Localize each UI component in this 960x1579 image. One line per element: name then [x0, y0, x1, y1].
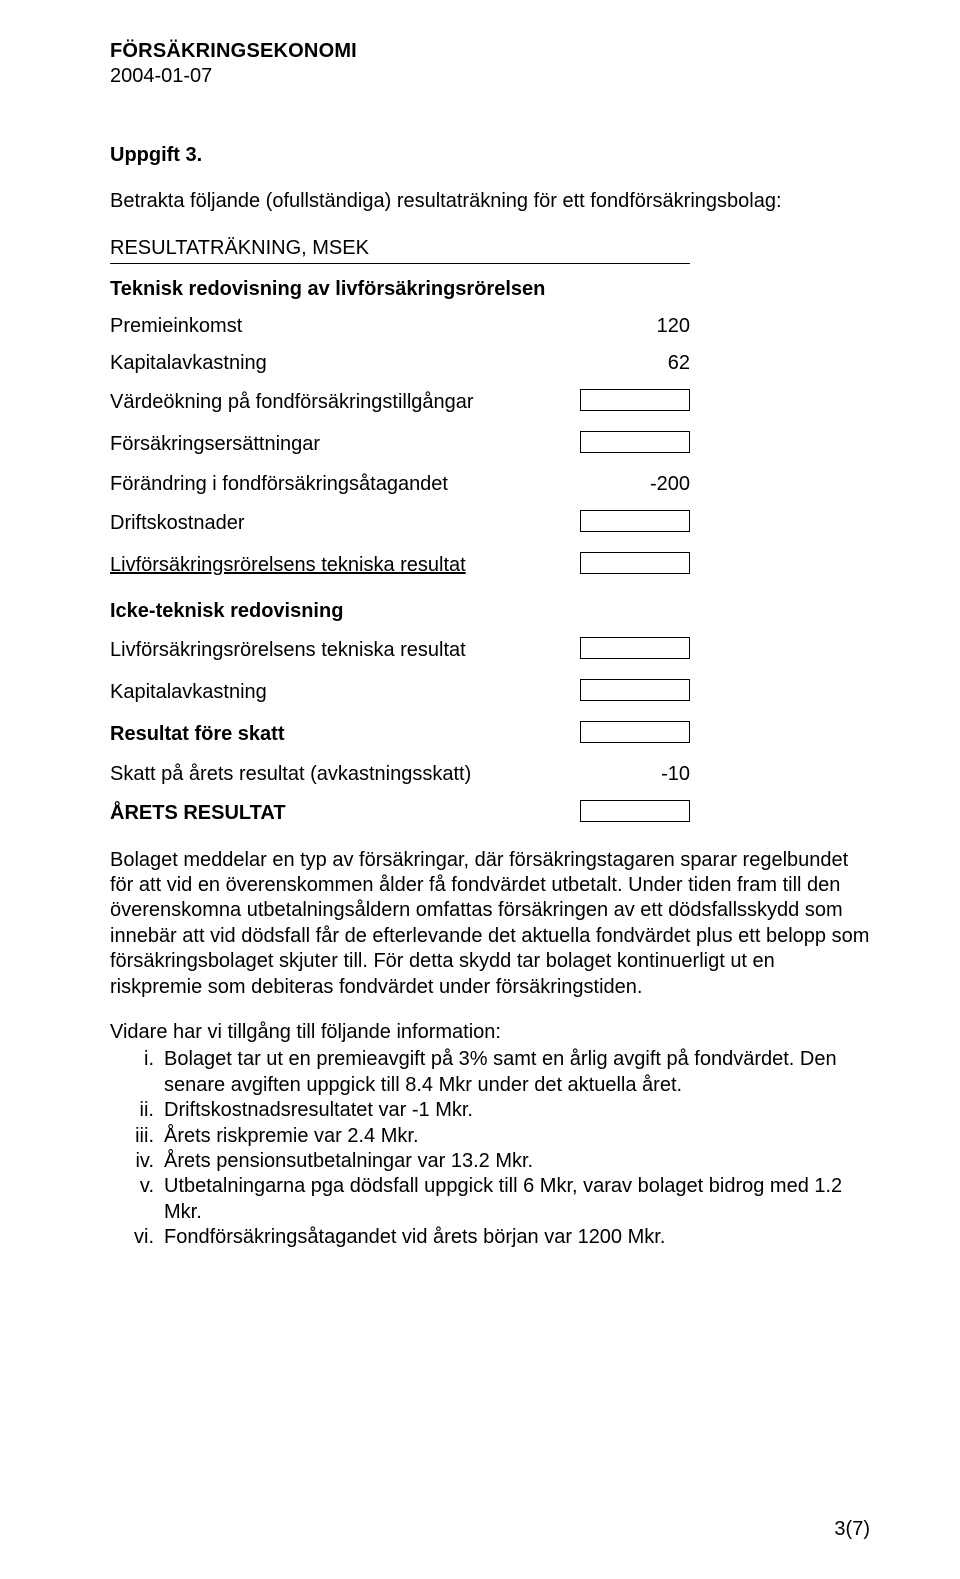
list-text: Utbetalningarna pga dödsfall uppgick til…: [164, 1174, 870, 1225]
empty-field-box: [580, 721, 690, 743]
row-value: 62: [550, 352, 690, 375]
empty-field-box: [580, 510, 690, 532]
table-row: Förändring i fondförsäkringsåtagandet-20…: [110, 473, 690, 496]
empty-field-box: [580, 637, 690, 659]
table-row: Värdeökning på fondförsäkringstillgångar: [110, 389, 690, 417]
row-value: [550, 389, 690, 417]
list-item: vi.Fondförsäkringsåtagandet vid årets bö…: [110, 1225, 870, 1250]
row-label: Livförsäkringsrörelsens tekniska resulta…: [110, 554, 550, 577]
row-value: -10: [550, 763, 690, 786]
list-text: Driftskostnadsresultatet var -1 Mkr.: [164, 1098, 870, 1123]
body-paragraph: Bolaget meddelar en typ av försäkringar,…: [110, 848, 870, 1000]
row-label: Kapitalavkastning: [110, 681, 550, 704]
table-row: Resultat före skatt: [110, 721, 690, 749]
row-label: Kapitalavkastning: [110, 352, 550, 375]
table-row: Livförsäkringsrörelsens tekniska resulta…: [110, 637, 690, 665]
list-marker: v.: [110, 1174, 164, 1225]
list-item: iii.Årets riskpremie var 2.4 Mkr.: [110, 1124, 870, 1149]
row-value: [550, 679, 690, 707]
row-value: [550, 510, 690, 538]
intro-text: Betrakta följande (ofullständiga) result…: [110, 189, 870, 215]
list-marker: iii.: [110, 1124, 164, 1149]
row-label: Driftskostnader: [110, 512, 550, 535]
row-label: Resultat före skatt: [110, 723, 550, 746]
table-row: Kapitalavkastning: [110, 679, 690, 707]
list-item: v.Utbetalningarna pga dödsfall uppgick t…: [110, 1174, 870, 1225]
table-row: Försäkringsersättningar: [110, 431, 690, 459]
table-row: Driftskostnader: [110, 510, 690, 538]
table-row: Premieinkomst120: [110, 315, 690, 338]
subhead-teknisk: Teknisk redovisning av livförsäkringsrör…: [110, 278, 870, 301]
row-value: 120: [550, 315, 690, 338]
row-value: -200: [550, 473, 690, 496]
list-marker: iv.: [110, 1149, 164, 1174]
table-row: Kapitalavkastning62: [110, 352, 690, 375]
empty-field-box: [580, 389, 690, 411]
rows-block-2: Livförsäkringsrörelsens tekniska resulta…: [110, 637, 870, 828]
subhead-icke-teknisk: Icke-teknisk redovisning: [110, 600, 870, 623]
row-label: Förändring i fondförsäkringsåtagandet: [110, 473, 550, 496]
doc-title: FÖRSÄKRINGSEKONOMI: [110, 40, 870, 63]
empty-field-box: [580, 431, 690, 453]
rows-block-1: Premieinkomst120Kapitalavkastning62Värde…: [110, 315, 870, 580]
table-row: Livförsäkringsrörelsens tekniska resulta…: [110, 552, 690, 580]
list-item: i.Bolaget tar ut en premieavgift på 3% s…: [110, 1047, 870, 1098]
row-label: Livförsäkringsrörelsens tekniska resulta…: [110, 639, 550, 662]
info-line: Vidare har vi tillgång till följande inf…: [110, 1020, 870, 1045]
list-marker: i.: [110, 1047, 164, 1098]
table-row: Skatt på årets resultat (avkastningsskat…: [110, 763, 690, 786]
list-text: Bolaget tar ut en premieavgift på 3% sam…: [164, 1047, 870, 1098]
row-label: Försäkringsersättningar: [110, 433, 550, 456]
empty-field-box: [580, 800, 690, 822]
page: FÖRSÄKRINGSEKONOMI 2004-01-07 Uppgift 3.…: [0, 0, 960, 1579]
table-row: ÅRETS RESULTAT: [110, 800, 690, 828]
list-text: Fondförsäkringsåtagandet vid årets börja…: [164, 1225, 870, 1250]
info-list: i.Bolaget tar ut en premieavgift på 3% s…: [110, 1047, 870, 1250]
row-label: Skatt på årets resultat (avkastningsskat…: [110, 763, 550, 786]
list-text: Årets riskpremie var 2.4 Mkr.: [164, 1124, 870, 1149]
row-value: [550, 637, 690, 665]
page-number: 3(7): [834, 1518, 870, 1541]
row-label: Värdeökning på fondförsäkringstillgångar: [110, 391, 550, 414]
row-value: [550, 431, 690, 459]
section-header: RESULTATRÄKNING, MSEK: [110, 237, 690, 264]
list-item: iv.Årets pensionsutbetalningar var 13.2 …: [110, 1149, 870, 1174]
list-text: Årets pensionsutbetalningar var 13.2 Mkr…: [164, 1149, 870, 1174]
row-value: [550, 721, 690, 749]
list-item: ii.Driftskostnadsresultatet var -1 Mkr.: [110, 1098, 870, 1123]
row-label: ÅRETS RESULTAT: [110, 802, 550, 825]
list-marker: ii.: [110, 1098, 164, 1123]
task-heading: Uppgift 3.: [110, 144, 870, 167]
row-label: Premieinkomst: [110, 315, 550, 338]
list-marker: vi.: [110, 1225, 164, 1250]
doc-date: 2004-01-07: [110, 65, 870, 88]
row-value: [550, 800, 690, 828]
row-value: [550, 552, 690, 580]
empty-field-box: [580, 679, 690, 701]
empty-field-box: [580, 552, 690, 574]
